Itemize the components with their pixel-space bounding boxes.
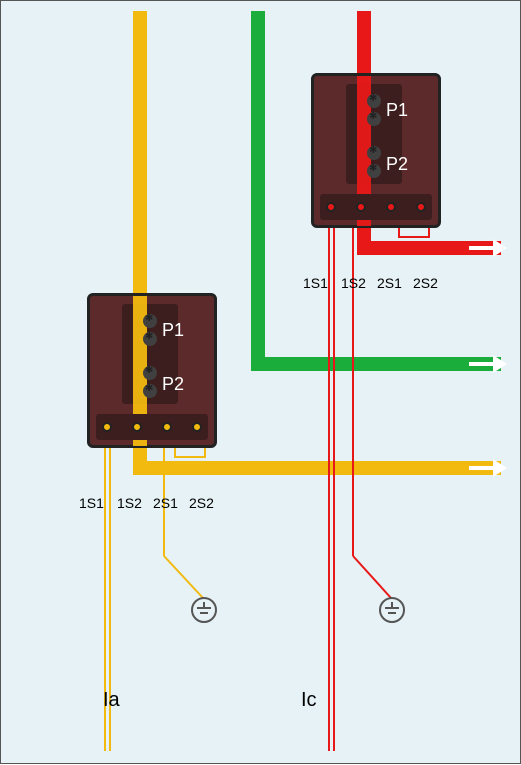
- yellow-bus-horizontal: [133, 461, 501, 475]
- ct-right-bolt-p2b: [367, 164, 381, 178]
- ct-right-bolt-p1b: [367, 112, 381, 126]
- ct-left-t2: [132, 422, 142, 432]
- green-bus-vertical: [251, 11, 265, 371]
- ct-left-t1: [102, 422, 112, 432]
- green-arrow-line: [469, 362, 493, 366]
- ct-left-p2: P2: [162, 374, 184, 395]
- green-arrow: [493, 355, 507, 373]
- yellow-loop-h: [174, 456, 206, 458]
- ct-left-t3: [162, 422, 172, 432]
- green-bus-horizontal: [251, 357, 501, 371]
- red-wire-gnd: [352, 216, 354, 556]
- ct-right-p1: P1: [386, 100, 408, 121]
- ct-right-t2: [356, 202, 366, 212]
- ct-left-bolt-p1b: [143, 332, 157, 346]
- ct-right-t1: [326, 202, 336, 212]
- ct-left-label-1s1: 1S1: [79, 495, 104, 511]
- yellow-arrow-line: [469, 466, 493, 470]
- ct-right-label-1s2: 1S2: [341, 275, 366, 291]
- yellow-arrow: [493, 459, 507, 477]
- red-arrow: [493, 239, 507, 257]
- ct-right-bolt-p2: [367, 146, 381, 160]
- ground-left: [191, 597, 217, 623]
- red-wire-1s1-b: [333, 216, 335, 751]
- ct-left: P1 P2: [87, 293, 217, 448]
- red-wire-1s1-a: [328, 216, 330, 751]
- ct-left-p1: P1: [162, 320, 184, 341]
- ct-left-bolt-p2: [143, 366, 157, 380]
- ct-right-label-2s1: 2S1: [377, 275, 402, 291]
- ct-left-label-2s1: 2S1: [153, 495, 178, 511]
- ct-right-p2: P2: [386, 154, 408, 175]
- ct-left-label-1s2: 1S2: [117, 495, 142, 511]
- ct-right-t4: [416, 202, 426, 212]
- red-loop-h: [398, 236, 430, 238]
- ct-right: P1 P2: [311, 73, 441, 228]
- label-ic: Ic: [301, 689, 317, 712]
- ct-right-t3: [386, 202, 396, 212]
- ct-left-bolt-p1: [143, 314, 157, 328]
- label-ia: Ia: [103, 689, 120, 712]
- ct-right-bolt-p1: [367, 94, 381, 108]
- ct-right-label-1s1: 1S1: [303, 275, 328, 291]
- ct-left-bolt-p2b: [143, 384, 157, 398]
- diagram-canvas: P1 P2 1S1 1S2 2S1 2S2 P1 P2 1S1 1S2 2S1 …: [0, 0, 521, 764]
- ground-right: [379, 597, 405, 623]
- ct-right-label-2s2: 2S2: [413, 275, 438, 291]
- ct-left-t4: [192, 422, 202, 432]
- red-arrow-line: [469, 246, 493, 250]
- ct-left-label-2s2: 2S2: [189, 495, 214, 511]
